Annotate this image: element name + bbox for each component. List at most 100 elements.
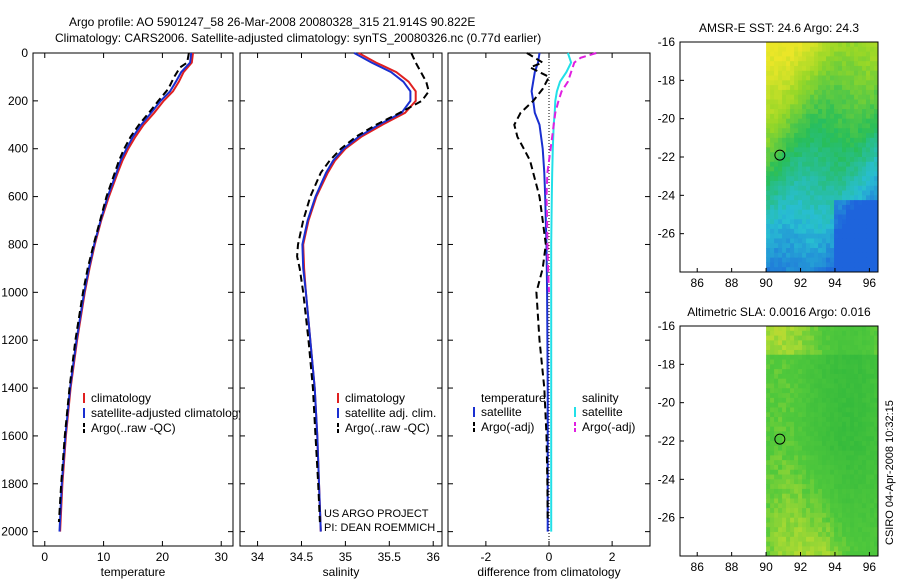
sla_map-cell: [870, 369, 875, 375]
sst_map-cell: [830, 61, 835, 67]
sst_map-cell: [846, 180, 851, 187]
sla_map-cell: [834, 364, 839, 370]
sst_map-cell: [850, 171, 855, 177]
sst_map-cell: [774, 195, 779, 201]
sla_map-cell: [850, 402, 855, 408]
sst_map-cell: [802, 209, 807, 215]
sla_map-cell: [794, 407, 799, 413]
sla_map-cell: [798, 335, 803, 341]
sst_map-cell: [826, 51, 831, 57]
sla_map-cell: [790, 541, 795, 547]
sst_map-cell: [782, 113, 787, 120]
sla_map-cell: [790, 536, 795, 543]
sla_map-cell: [790, 349, 795, 356]
sst_map-cell: [802, 243, 807, 249]
sla_map-cell: [822, 326, 827, 332]
sla_map-cell: [770, 474, 775, 480]
sst_map-cell: [818, 228, 823, 235]
sla_map-cell: [818, 460, 823, 466]
sla_map-cell: [766, 551, 771, 557]
sla_map-cell: [790, 402, 795, 408]
sla_map-cell: [806, 493, 811, 499]
sla_map-cell: [850, 551, 855, 557]
sla_map-title: Altimetric SLA: 0.0016 Argo: 0.016: [687, 305, 871, 319]
sst_map-cell: [782, 171, 787, 177]
sst_map-cell: [802, 137, 807, 144]
sla_map-cell: [862, 431, 867, 437]
sla_map-cell: [806, 455, 811, 461]
sla_map-xtick-label: 96: [863, 560, 877, 574]
sla_map-cell: [862, 407, 867, 413]
sst_map-cell: [774, 109, 779, 115]
sla_map-cell: [830, 479, 835, 485]
sla_map-cell: [810, 455, 815, 461]
sla_map-cell: [826, 364, 831, 370]
sst_map-cell: [830, 171, 835, 177]
sst_map-cell: [802, 109, 807, 115]
sla_map-cell: [838, 464, 843, 471]
sla_map-cell: [798, 383, 803, 389]
sla_map-cell: [782, 508, 787, 514]
sst_map-cell: [874, 195, 879, 201]
sst_map-cell: [778, 166, 783, 172]
sst_map-cell: [866, 252, 871, 259]
sst_map-cell: [862, 257, 867, 263]
sla_map-cell: [842, 536, 847, 543]
sst_map-cell: [866, 133, 871, 139]
sla_map-cell: [782, 436, 787, 442]
sla_map-cell: [870, 407, 875, 413]
sla_map-cell: [854, 460, 859, 466]
sla_map-cell: [818, 517, 823, 523]
sst_map-cell: [794, 180, 799, 187]
sla_map-cell: [862, 546, 867, 552]
sla_map-cell: [802, 383, 807, 389]
sst_map-cell: [858, 123, 863, 129]
sst_map-cell: [846, 171, 851, 177]
sla_map-xtick-label: 88: [725, 560, 739, 574]
sla_map-cell: [766, 479, 771, 485]
sst_map-cell: [838, 161, 843, 168]
sst_map-cell: [818, 123, 823, 129]
sst_map-cell: [866, 123, 871, 129]
sst_map-cell: [874, 89, 879, 96]
sla_map-cell: [790, 407, 795, 413]
sst_map-cell: [802, 152, 807, 158]
sst_map-cell: [790, 228, 795, 235]
sst_map-cell: [770, 180, 775, 187]
sst_map-cell: [786, 262, 791, 268]
sst_map-cell: [818, 46, 823, 53]
sla_map-cell: [842, 335, 847, 341]
sst_map-cell: [866, 228, 871, 235]
sst_map-cell: [794, 257, 799, 263]
sla_map-cell: [858, 340, 863, 346]
sla_map-cell: [822, 445, 827, 452]
sla_map-cell: [818, 354, 823, 361]
sst_map-cell: [842, 224, 847, 230]
sla_map-cell: [842, 527, 847, 533]
sst_map-cell: [786, 42, 791, 48]
sst_map-cell: [850, 233, 855, 239]
sst_map-cell: [870, 252, 875, 259]
footer-line1: US ARGO PROJECT: [324, 508, 429, 520]
sst_map-cell: [858, 228, 863, 235]
sla_map-cell: [774, 335, 779, 341]
difference-series-2: [550, 52, 573, 532]
sla_map-cell: [846, 527, 851, 533]
sla_map-cell: [798, 493, 803, 499]
sla_map-cell: [766, 517, 771, 523]
sst_map-cell: [874, 157, 879, 163]
sst_map-cell: [766, 171, 771, 177]
temperature-ytick-label: 2000: [1, 525, 28, 539]
sst_map-cell: [766, 204, 771, 211]
sst_map-cell: [858, 209, 863, 215]
sla_map-cell: [798, 508, 803, 514]
sst_map-cell: [854, 224, 859, 230]
sst_map-cell: [766, 61, 771, 67]
sst_map-cell: [846, 166, 851, 172]
sst_map-cell: [770, 195, 775, 201]
sst_map-cell: [786, 228, 791, 235]
sla_map-cell: [842, 431, 847, 437]
sst_map-cell: [874, 104, 879, 110]
sst_map-cell: [822, 147, 827, 153]
sla_map-cell: [766, 345, 771, 351]
